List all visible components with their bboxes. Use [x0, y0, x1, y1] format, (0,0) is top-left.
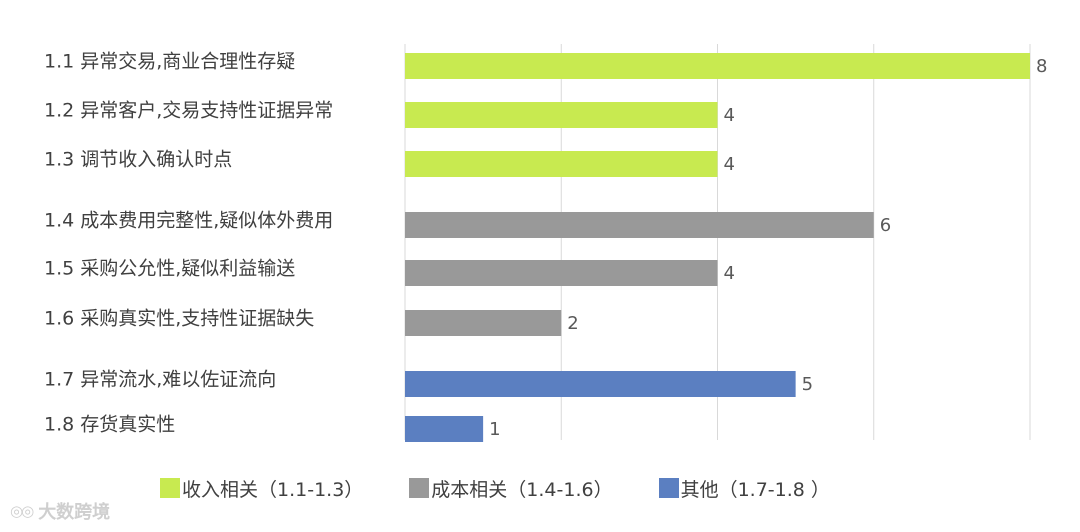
data-label: 4	[724, 154, 735, 175]
category-label: 1.3 调节收入确认时点	[44, 149, 232, 171]
category-label: 1.7 异常流水,难以佐证流向	[44, 369, 276, 391]
category-label: 1.1 异常交易,商业合理性存疑	[44, 51, 295, 73]
data-label: 8	[1036, 56, 1047, 77]
legend-label-revenue: 收入相关（1.1-1.3）	[182, 478, 364, 501]
bar-chart: 1.1 异常交易,商业合理性存疑 8 1.2 异常客户,交易支持性证据异常 4 1.3 …	[44, 44, 1047, 442]
watermark: ◎◎ 大数跨境	[10, 498, 110, 524]
bar	[405, 260, 718, 286]
legend-swatch-revenue	[160, 478, 180, 498]
bar	[405, 53, 1030, 79]
bar	[405, 212, 874, 238]
bar	[405, 371, 796, 397]
data-label: 4	[724, 105, 735, 126]
legend-item-cost: 成本相关（1.4-1.6）	[409, 475, 613, 502]
legend-item-other: 其他（1.7-1.8 ）	[658, 475, 830, 502]
bar	[405, 151, 718, 177]
eye-logo-icon: ◎◎	[10, 502, 34, 520]
watermark-text: 大数跨境	[38, 502, 111, 523]
legend-swatch-cost	[409, 478, 430, 498]
bar	[405, 102, 718, 128]
category-label: 1.2 异常客户,交易支持性证据异常	[44, 100, 333, 122]
data-label: 1	[489, 419, 500, 440]
chart-legend: 收入相关（1.1-1.3） 成本相关（1.4-1.6） 其他（1.7-1.8 ）	[160, 472, 876, 504]
legend-swatch-other	[658, 478, 679, 498]
category-label: 1.4 成本费用完整性,疑似体外费用	[44, 210, 333, 232]
data-label: 6	[880, 215, 891, 236]
data-label: 4	[724, 263, 735, 284]
bar	[405, 416, 484, 442]
data-label: 5	[802, 374, 813, 395]
category-label: 1.6 采购真实性,支持性证据缺失	[44, 308, 314, 330]
bar	[405, 310, 562, 336]
data-label: 2	[567, 313, 578, 334]
category-label: 1.8 存货真实性	[44, 414, 175, 436]
legend-label-other: 其他（1.7-1.8 ）	[680, 478, 830, 501]
legend-label-cost: 成本相关（1.4-1.6）	[431, 478, 613, 501]
legend-item-revenue: 收入相关（1.1-1.3）	[160, 475, 363, 502]
category-label: 1.5 采购公允性,疑似利益输送	[44, 258, 295, 280]
